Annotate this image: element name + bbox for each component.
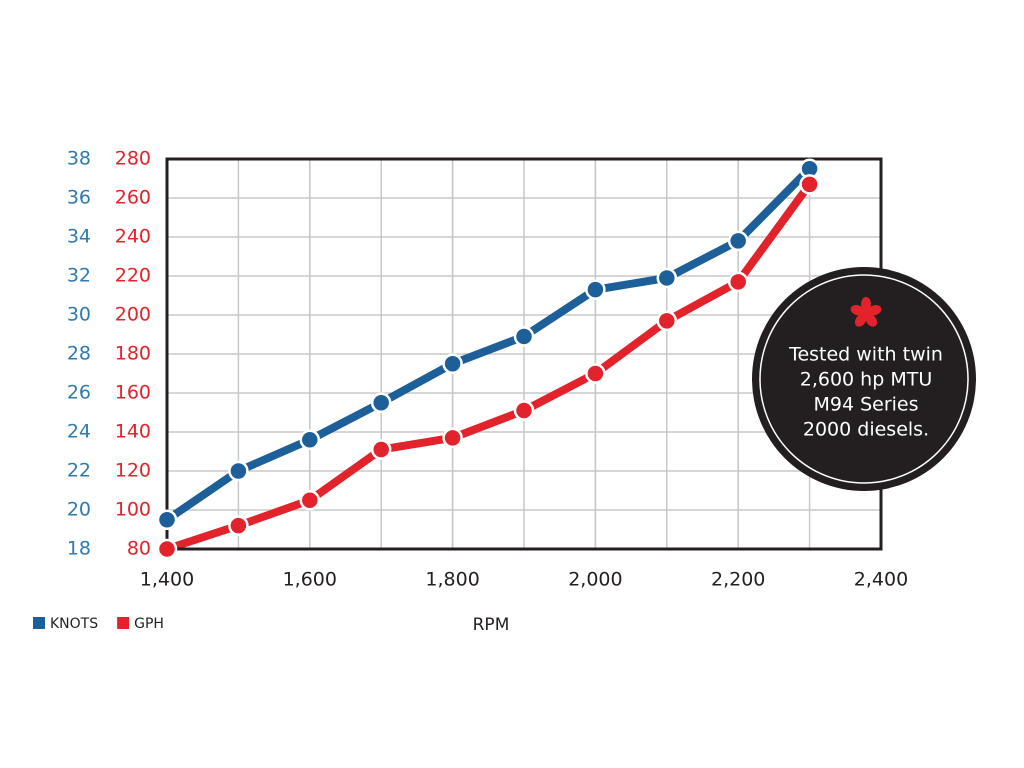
x-tick-label: 2,200 — [711, 569, 765, 591]
y2-tick-label: 260 — [115, 187, 151, 209]
data-point — [370, 439, 392, 460]
ticks-layer: 1,400 1,600 1,800 2,000 2,200 2,400 18 20 22 24 26… — [67, 148, 908, 591]
data-point — [513, 326, 535, 347]
data-point — [299, 429, 321, 451]
y2-tick-label: 240 — [115, 226, 151, 248]
callout-ring — [759, 274, 969, 484]
y-tick-label: 32 — [67, 265, 91, 287]
data-point — [370, 392, 392, 413]
series-line — [165, 181, 813, 553]
legend-swatch — [33, 617, 45, 629]
data-point — [656, 267, 678, 289]
y-tick-label: 36 — [67, 187, 91, 209]
callout-text: Tested with twin 2,600 hp MTU M94 Series 20… — [788, 344, 943, 441]
data-point — [727, 271, 749, 293]
y-tick-label: 22 — [67, 460, 91, 482]
data-point — [727, 230, 749, 252]
y-tick-label: 30 — [67, 304, 91, 326]
y2-tick-label: 220 — [115, 265, 151, 287]
y-tick-label: 34 — [67, 226, 91, 248]
callout-icon — [850, 297, 882, 327]
series-line — [164, 165, 813, 524]
series-layer — [164, 165, 813, 553]
y-tick-label: 38 — [67, 148, 91, 170]
data-point — [799, 174, 820, 195]
x-tick-label: 1,800 — [425, 569, 479, 591]
y2-tick-label: 80 — [127, 538, 151, 560]
data-point — [656, 310, 678, 332]
x-axis-label: RPM — [473, 615, 510, 635]
data-point — [513, 400, 535, 421]
x-tick-label: 2,000 — [568, 569, 622, 591]
y2-tick-label: 100 — [115, 499, 151, 521]
points-layer — [156, 158, 820, 560]
data-point — [585, 279, 606, 300]
x-tick-label: 1,400 — [140, 569, 194, 591]
x-tick-label: 2,400 — [854, 569, 908, 591]
data-point — [442, 353, 463, 374]
y-tick-label: 26 — [67, 382, 91, 404]
callout-line: 2,600 hp MTU — [800, 369, 932, 391]
y-tick-label: 24 — [67, 421, 91, 443]
y-tick-label: 20 — [67, 499, 91, 521]
legend-label: KNOTS — [50, 616, 98, 632]
data-point — [156, 509, 178, 530]
legend-swatch — [117, 617, 130, 629]
legend: KNOTS GPH — [33, 616, 164, 632]
y-tick-label: 28 — [67, 343, 91, 365]
data-point — [228, 515, 249, 536]
y2-tick-label: 180 — [115, 343, 151, 365]
y2-tick-label: 280 — [115, 148, 151, 170]
y-tick-label: 18 — [67, 538, 91, 560]
data-point — [585, 363, 606, 384]
data-point — [299, 490, 321, 511]
callout-line: M94 Series — [813, 394, 918, 416]
y2-tick-label: 140 — [115, 421, 151, 443]
callout-line: Tested with twin — [788, 344, 943, 366]
data-point — [442, 427, 463, 449]
callout-line: 2000 diesels. — [803, 419, 929, 441]
y2-tick-label: 160 — [115, 382, 151, 404]
data-point — [228, 460, 249, 482]
x-tick-label: 1,600 — [283, 569, 337, 591]
legend-label: GPH — [134, 616, 164, 632]
y2-tick-label: 200 — [115, 304, 151, 326]
callout-circle — [752, 267, 976, 491]
y2-tick-label: 120 — [115, 460, 151, 482]
data-point — [156, 538, 178, 560]
